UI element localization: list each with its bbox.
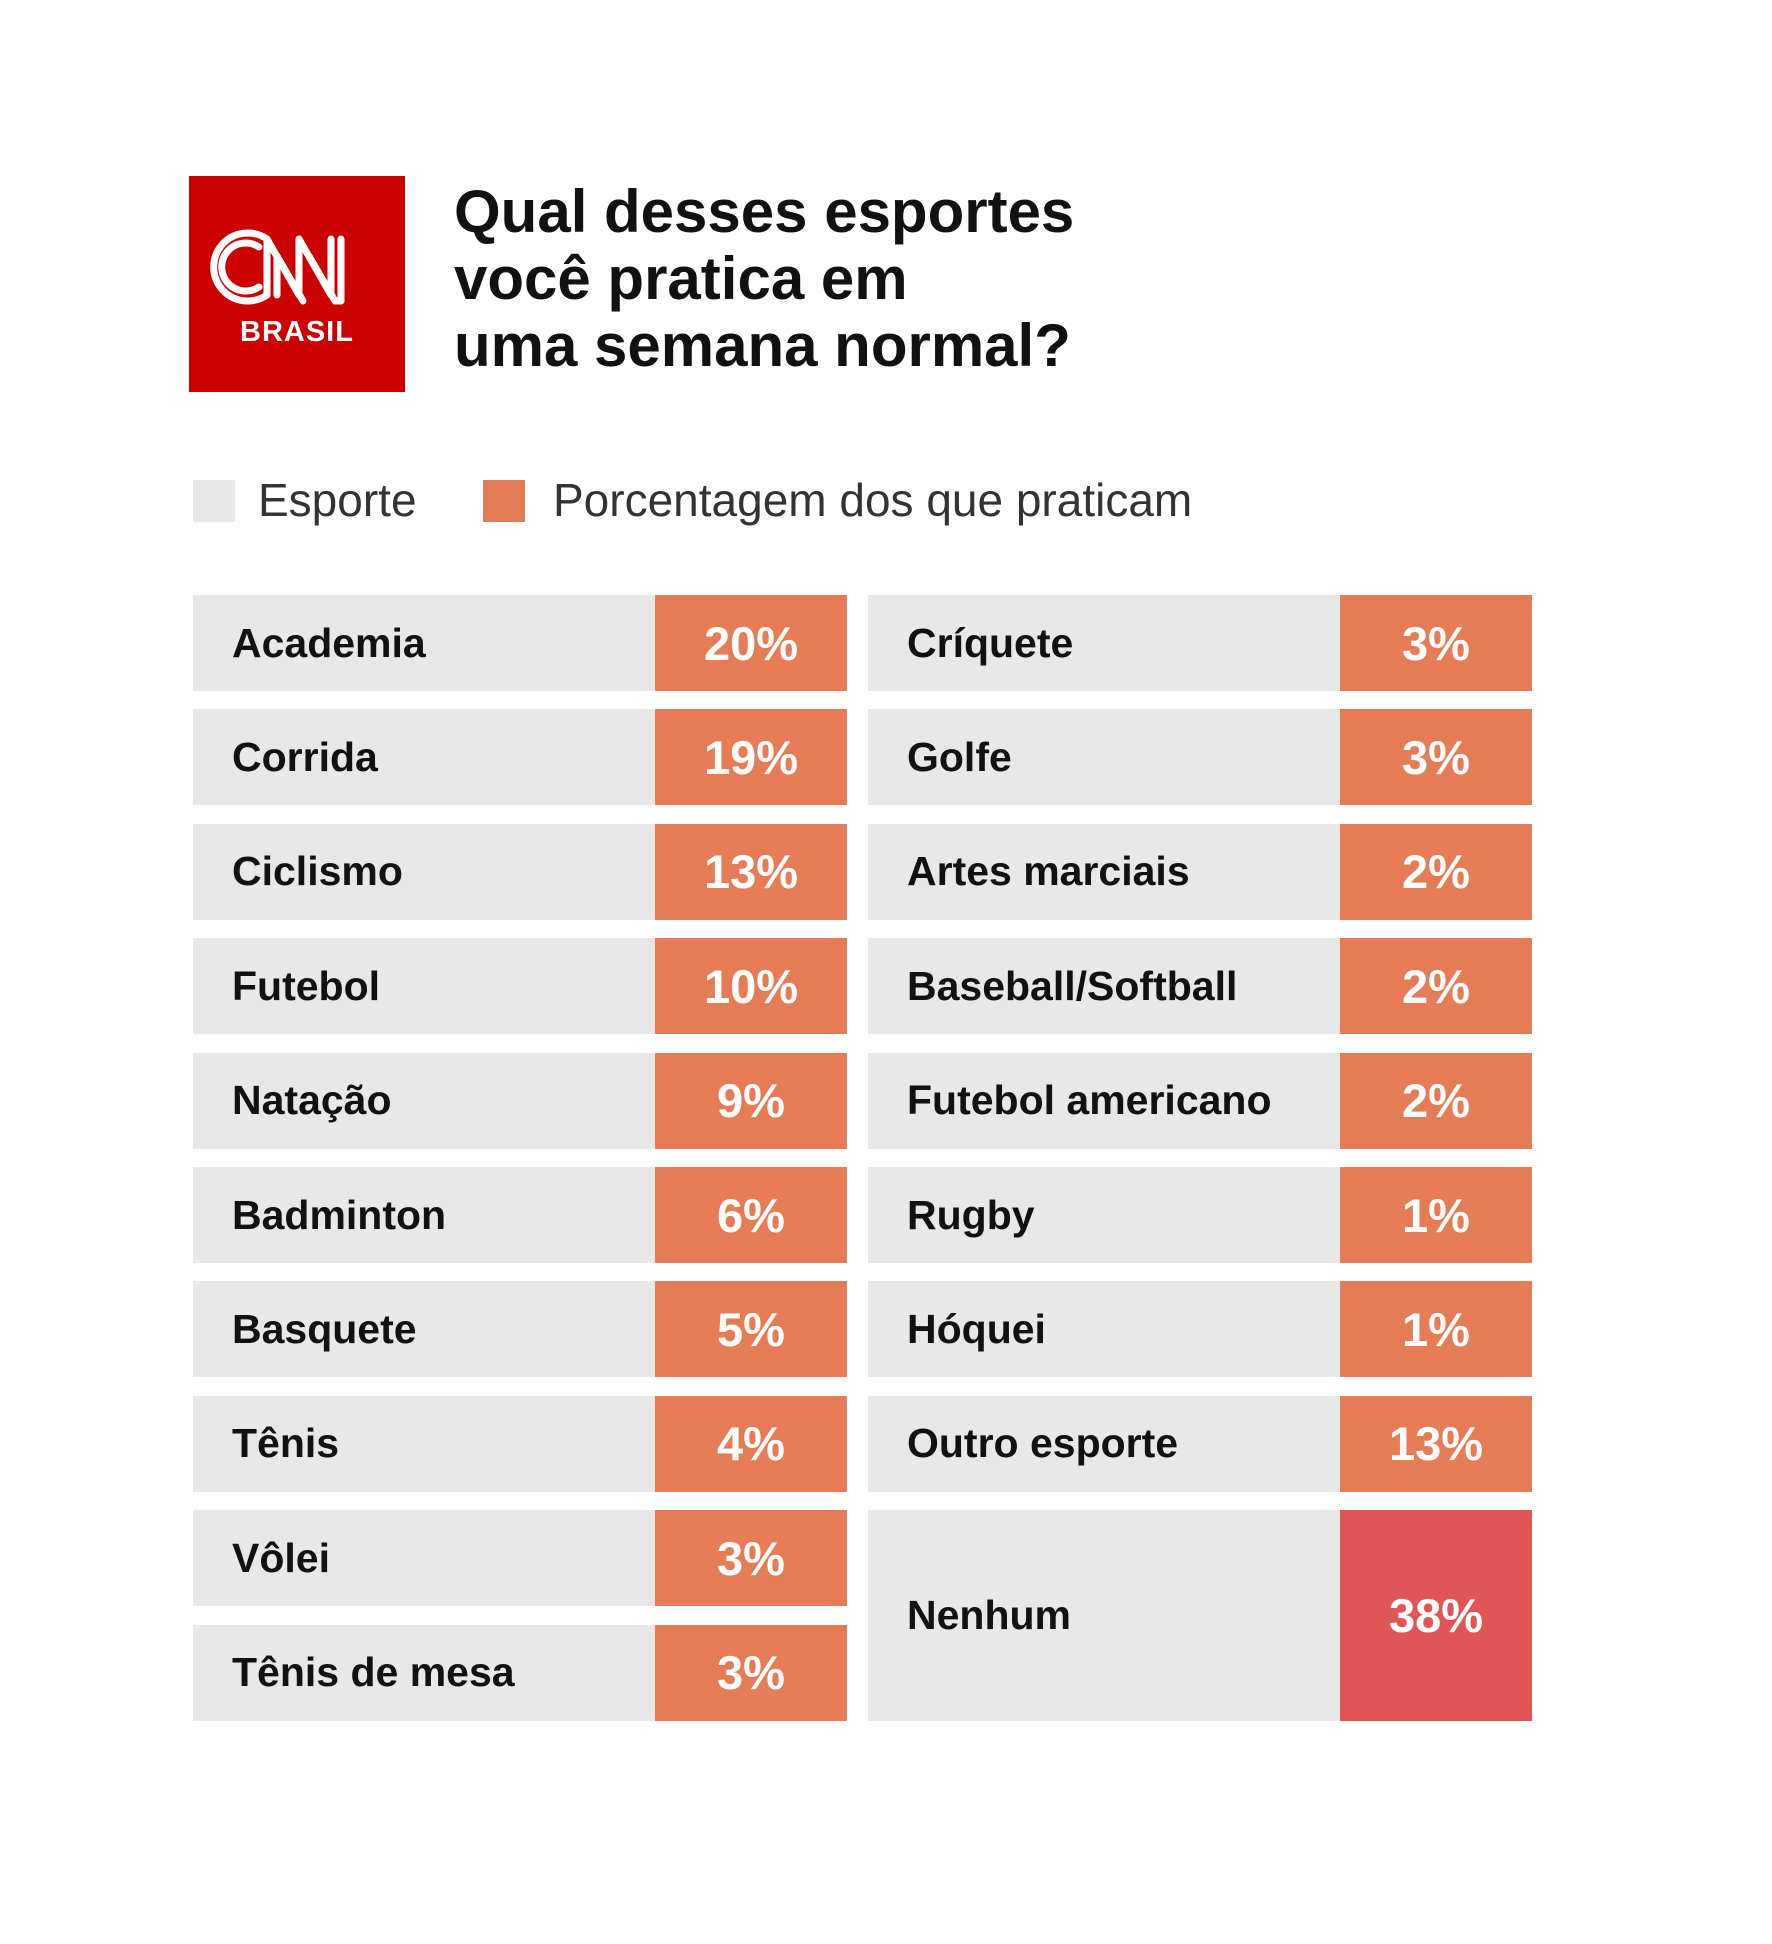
sport-name: Natação	[193, 1052, 655, 1149]
table-row: Futebol 10%	[193, 938, 847, 1035]
sport-name: Futebol	[193, 938, 655, 1035]
legend-label-sport: Esporte	[258, 474, 417, 526]
sport-percentage: 13%	[655, 823, 847, 920]
sport-name: Golfe	[868, 709, 1340, 806]
table-row: Outro esporte 13%	[868, 1395, 1532, 1492]
sport-name: Artes marciais	[868, 823, 1340, 920]
table-row: Badminton 6%	[193, 1167, 847, 1263]
sport-percentage: 20%	[655, 595, 847, 691]
sport-name: Outro esporte	[868, 1395, 1340, 1492]
table-row: Baseball/Softball 2%	[868, 938, 1532, 1035]
title-line: você pratica em	[454, 245, 908, 312]
table-row: Futebol americano 2%	[868, 1052, 1532, 1149]
cnn-wordmark-icon	[210, 229, 345, 305]
table-row: Tênis de mesa 3%	[193, 1624, 847, 1721]
sport-percentage: 1%	[1340, 1281, 1532, 1378]
sport-percentage: 19%	[655, 709, 847, 806]
table-row: Artes marciais 2%	[868, 823, 1532, 920]
chart-title: Qual desses esportes você pratica em uma…	[454, 178, 1154, 379]
sport-name: Hóquei	[868, 1281, 1340, 1378]
legend-swatch-sport	[193, 480, 235, 522]
sport-percentage: 3%	[655, 1624, 847, 1721]
sport-percentage: 10%	[655, 938, 847, 1035]
table-row: Academia 20%	[193, 595, 847, 691]
table-row: Basquete 5%	[193, 1281, 847, 1378]
sport-percentage: 38%	[1340, 1510, 1532, 1721]
sport-name: Críquete	[868, 595, 1340, 691]
sport-percentage: 3%	[655, 1510, 847, 1607]
sport-name: Badminton	[193, 1167, 655, 1263]
table-row: Hóquei 1%	[868, 1281, 1532, 1378]
sport-name: Academia	[193, 595, 655, 691]
sport-percentage: 2%	[1340, 823, 1532, 920]
sport-percentage: 2%	[1340, 1052, 1532, 1149]
table-row: Críquete 3%	[868, 595, 1532, 691]
table-row: Rugby 1%	[868, 1167, 1532, 1263]
sport-name: Baseball/Softball	[868, 938, 1340, 1035]
sport-percentage: 5%	[655, 1281, 847, 1378]
sport-name: Ciclismo	[193, 823, 655, 920]
table-row: Golfe 3%	[868, 709, 1532, 806]
sport-name: Rugby	[868, 1167, 1340, 1263]
sport-name: Corrida	[193, 709, 655, 806]
sport-percentage: 6%	[655, 1167, 847, 1263]
table-row: Ciclismo 13%	[193, 823, 847, 920]
table-row: Tênis 4%	[193, 1395, 847, 1492]
sport-percentage: 2%	[1340, 938, 1532, 1035]
sport-percentage: 3%	[1340, 709, 1532, 806]
sport-name: Basquete	[193, 1281, 655, 1378]
sport-percentage: 9%	[655, 1052, 847, 1149]
table-row: Natação 9%	[193, 1052, 847, 1149]
table-row: Corrida 19%	[193, 709, 847, 806]
table-row: Nenhum 38%	[868, 1510, 1532, 1721]
sport-percentage: 3%	[1340, 595, 1532, 691]
table-row: Vôlei 3%	[193, 1510, 847, 1607]
legend-swatch-percentage	[483, 480, 525, 522]
logo-subtitle: BRASIL	[240, 316, 354, 348]
sport-percentage: 1%	[1340, 1167, 1532, 1263]
sport-name: Tênis de mesa	[193, 1624, 655, 1721]
sport-percentage: 13%	[1340, 1395, 1532, 1492]
sport-percentage: 4%	[655, 1395, 847, 1492]
legend-label-percentage: Porcentagem dos que praticam	[553, 474, 1193, 526]
sport-name: Futebol americano	[868, 1052, 1340, 1149]
title-line: Qual desses esportes	[454, 178, 1075, 245]
title-line: uma semana normal?	[454, 312, 1071, 379]
sport-name: Vôlei	[193, 1510, 655, 1607]
sport-name: Tênis	[193, 1395, 655, 1492]
sport-name: Nenhum	[868, 1510, 1340, 1721]
cnn-brasil-logo: BRASIL	[189, 176, 405, 392]
